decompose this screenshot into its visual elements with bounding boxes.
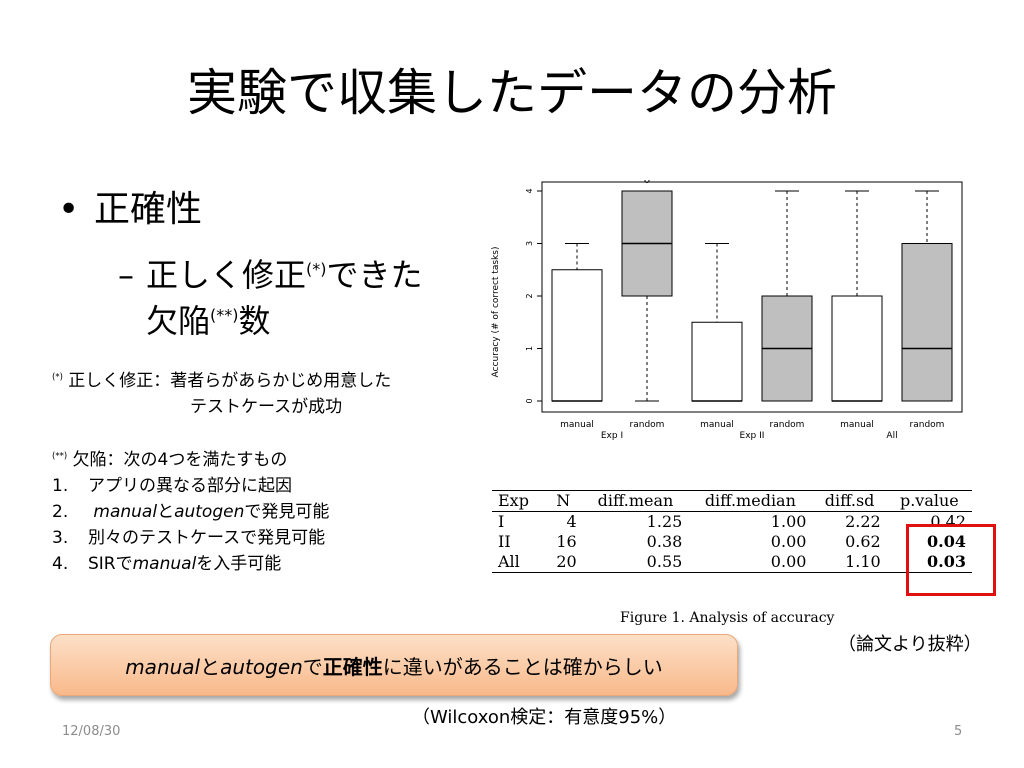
y-tick-label: 2: [525, 293, 534, 298]
slide-date: 12/08/30: [62, 724, 121, 739]
accuracy-boxplot: manual random manual random manual random 0 1 2…: [491, 180, 963, 441]
source-note: （論文より抜粋）: [838, 634, 982, 655]
outlier-point: [644, 180, 650, 183]
x-tick-label: random: [910, 420, 945, 430]
table-header: Exp: [492, 490, 544, 512]
footnote-mark: (*): [52, 372, 63, 383]
y-tick-label: 4: [525, 188, 534, 193]
sub-bullet-sup1: (*): [306, 259, 327, 279]
sub-bullet-part4: 数: [238, 302, 271, 340]
box-manual-0: [551, 269, 603, 402]
table-header: p.value: [886, 490, 972, 512]
bullet-marker: •: [58, 189, 80, 230]
conclusion-callout: manualとautogenで正確性に違いがあることは確からしい: [50, 634, 738, 696]
table-header-row: Exp N diff.mean diff.median diff.sd p.va…: [492, 490, 972, 512]
analysis-table: Exp N diff.mean diff.median diff.sd p.va…: [492, 490, 998, 590]
box-manual-4: [831, 295, 883, 402]
figure-caption: Figure 1. Analysis of accuracy: [620, 610, 835, 626]
list-item: 2. manualとautogenで発見可能: [52, 502, 330, 522]
list-item: 4. SIRでmanualを入手可能: [52, 554, 282, 574]
y-tick-label: 1: [525, 346, 534, 351]
callout-em1: manual: [125, 654, 201, 679]
table-header: N: [543, 490, 583, 512]
y-axis: 0 1 2 3 4: [525, 188, 542, 404]
x-tick-label: manual: [700, 420, 734, 430]
box-group: manual random manual random manual random: [551, 180, 953, 430]
footnote-line1: 正しく修正：著者らがあらかじめ用意した: [62, 371, 392, 391]
plot-frame: [541, 181, 963, 413]
sub-bullet-part3: 欠陥: [146, 302, 211, 340]
highlight-box: [906, 524, 996, 596]
x-group-label: All: [886, 431, 897, 441]
x-tick-label: manual: [840, 420, 874, 430]
footnote-defect: (**) 欠陥：次の4つを満たすもの 1. アプリの異なる部分に起因 2. man…: [52, 447, 329, 577]
x-tick-label: random: [770, 420, 805, 430]
callout-bold: 正確性: [322, 654, 383, 679]
y-tick-label: 3: [525, 241, 534, 246]
footnote-heading: 欠陥：次の4つを満たすもの: [67, 450, 288, 470]
footnote-mark: (**): [52, 451, 68, 462]
footnote-correct-fix: (*) 正しく修正：著者らがあらかじめ用意した テストケースが成功: [52, 368, 391, 420]
bullet-accuracy: • 正確性: [58, 185, 202, 235]
x-tick-label: random: [630, 420, 665, 430]
table-header: diff.median: [688, 490, 813, 512]
list-item: 3. 別々のテストケースで発見可能: [52, 528, 326, 548]
table-row: II 16 0.38 0.00 0.62 0.04: [498, 532, 966, 551]
footnote-line2: テストケースが成功: [190, 397, 343, 417]
callout-em2: autogen: [220, 654, 303, 679]
list-item: 1. アプリの異なる部分に起因: [52, 476, 292, 496]
sub-bullet: – 正しく修正(*)できた 欠陥(**)数: [118, 252, 468, 344]
wilcoxon-note: （Wilcoxon検定：有意度95%）: [412, 707, 677, 728]
table-header: diff.sd: [812, 490, 887, 512]
page-number: 5: [954, 724, 963, 739]
table-row: I 4 1.25 1.00 2.22 0.42: [498, 512, 966, 531]
x-group-label: Exp I: [601, 431, 623, 441]
y-tick-label: 0: [525, 398, 534, 403]
box-manual-2: [691, 321, 743, 402]
bullet-text: 正確性: [94, 189, 203, 230]
x-group-label: Exp II: [740, 431, 765, 441]
table-header: diff.mean: [582, 490, 689, 512]
sub-bullet-sup2: (**): [210, 305, 239, 325]
table-row: All 20 0.55 0.00 1.10 0.03: [492, 552, 972, 573]
sub-bullet-marker: –: [118, 256, 134, 294]
x-tick-label: manual: [560, 420, 594, 430]
sub-bullet-part2: できた: [326, 256, 423, 294]
box-random-5: [901, 243, 953, 402]
y-axis-label: Accuracy (# of correct tasks): [491, 247, 501, 378]
sub-bullet-part1: 正しく修正: [146, 256, 307, 294]
slide-title: 実験で収集したデータの分析: [187, 64, 837, 122]
x-axis: Exp I Exp II All: [601, 431, 898, 441]
